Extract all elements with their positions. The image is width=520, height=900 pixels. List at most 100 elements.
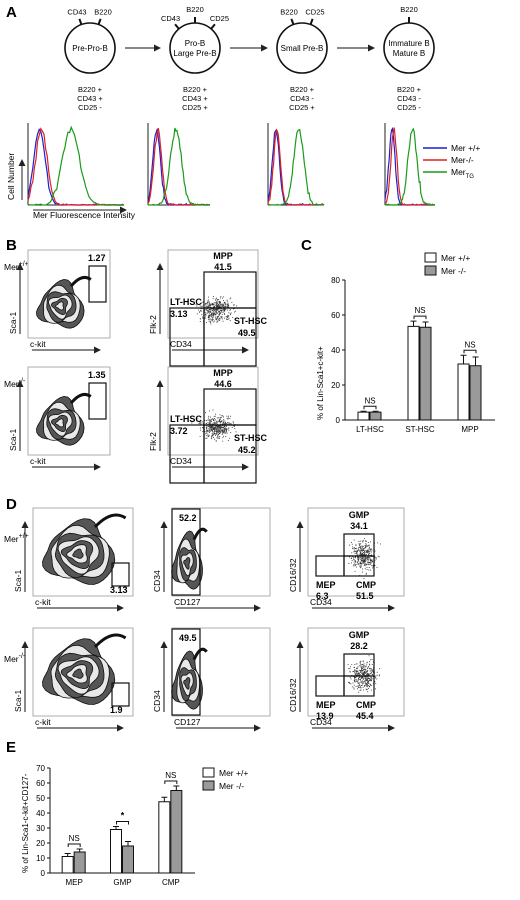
event-dot xyxy=(367,673,369,675)
stage-name: Pre-Pro-B xyxy=(72,44,108,53)
event-dot xyxy=(209,421,211,422)
event-dot xyxy=(201,302,203,304)
event-dot xyxy=(367,562,369,564)
event-dot xyxy=(223,423,225,425)
mer-histograms xyxy=(27,123,436,207)
contour-ring xyxy=(55,418,64,428)
event-dot xyxy=(366,557,368,559)
event-dot xyxy=(220,431,222,433)
event-dot xyxy=(362,677,363,678)
significance-bracket xyxy=(116,821,129,825)
event-dot xyxy=(377,542,379,544)
event-dot xyxy=(357,551,358,553)
event-dot xyxy=(220,426,222,428)
event-dot xyxy=(365,540,367,542)
event-dot xyxy=(215,430,217,431)
event-dot xyxy=(218,436,220,438)
lk-gate-value: 1.9 xyxy=(110,705,123,715)
event-dot xyxy=(356,547,358,549)
event-dot xyxy=(369,549,371,551)
event-dot xyxy=(362,548,364,550)
event-dot xyxy=(212,316,214,318)
event-dot xyxy=(360,552,362,554)
event-dot xyxy=(365,573,367,575)
event-dot xyxy=(367,542,369,543)
event-dot xyxy=(370,684,371,686)
significance-label: * xyxy=(121,811,125,821)
event-dot xyxy=(362,660,364,662)
cd127-contour xyxy=(171,647,208,710)
contour-density xyxy=(171,527,208,590)
event-dot xyxy=(363,554,365,556)
event-dot xyxy=(363,673,364,675)
event-dot xyxy=(224,430,226,432)
y-axis-label: CD34 xyxy=(152,570,162,592)
y-axis-label: CD16/32 xyxy=(288,678,298,712)
event-dot xyxy=(222,429,224,431)
event-dot xyxy=(363,669,365,670)
event-dot xyxy=(211,313,213,315)
event-dot xyxy=(376,674,378,676)
event-dot xyxy=(225,306,226,308)
event-dot xyxy=(219,429,221,431)
hsc-flow-plots: Mer+/+Sca-1c-kit1.27Flk-2CD34MPP41.5LT-H… xyxy=(4,249,268,484)
event-dot xyxy=(355,544,357,546)
event-dot xyxy=(368,688,370,689)
event-dot xyxy=(364,672,365,674)
y-tick-label: 60 xyxy=(331,311,340,320)
event-dot xyxy=(361,672,362,674)
event-dot xyxy=(357,679,359,680)
event-dot xyxy=(366,677,367,679)
event-dot xyxy=(229,418,231,419)
event-dot xyxy=(212,320,214,322)
event-dot xyxy=(232,425,234,427)
event-dot xyxy=(211,425,213,427)
surface-marker-stub xyxy=(210,23,216,30)
event-dot xyxy=(219,312,221,314)
genotype-label: Mer+/+ xyxy=(4,533,29,544)
event-dot xyxy=(361,549,362,551)
bar-ko xyxy=(73,851,86,874)
event-dot xyxy=(358,673,360,675)
event-dot xyxy=(375,558,377,560)
histogram-ylabel: Cell Number xyxy=(6,153,16,200)
event-dot xyxy=(215,423,217,425)
event-dot xyxy=(223,306,224,308)
event-dot xyxy=(222,425,224,427)
event-dot xyxy=(217,309,219,311)
event-dot xyxy=(359,566,361,568)
event-dot xyxy=(217,306,219,307)
progenitor-flow-plots: Mer+/+ Sca-1 c-kit 3.13 CD34 CD127 52.2 CD16/32… xyxy=(4,507,405,732)
event-dot xyxy=(210,311,212,313)
event-dot xyxy=(222,320,224,322)
event-dot xyxy=(361,563,363,565)
event-dot xyxy=(357,688,358,690)
event-dot xyxy=(214,428,216,430)
event-dot xyxy=(368,683,369,684)
event-dot xyxy=(359,549,361,551)
x-axis-label: CD127 xyxy=(174,717,201,727)
event-dot xyxy=(369,561,371,563)
event-dot xyxy=(233,305,235,306)
event-dot xyxy=(222,305,224,307)
lk-gate xyxy=(111,682,130,707)
event-dot xyxy=(351,664,353,666)
event-dot xyxy=(208,311,210,313)
event-dot xyxy=(378,675,380,677)
event-dot xyxy=(195,303,197,305)
event-dot xyxy=(371,677,373,679)
y-tick-label: 20 xyxy=(36,839,45,848)
event-dot xyxy=(213,415,215,417)
event-dot xyxy=(214,415,216,417)
gmp-gate-name: GMP xyxy=(349,510,370,520)
event-dot xyxy=(363,550,365,551)
event-dot xyxy=(223,313,225,314)
event-dot xyxy=(367,557,368,558)
event-dot xyxy=(369,661,370,663)
event-dot xyxy=(359,552,361,553)
event-dot xyxy=(214,309,216,310)
event-dot xyxy=(211,429,212,431)
event-dot xyxy=(353,539,355,541)
event-dot xyxy=(365,680,367,682)
